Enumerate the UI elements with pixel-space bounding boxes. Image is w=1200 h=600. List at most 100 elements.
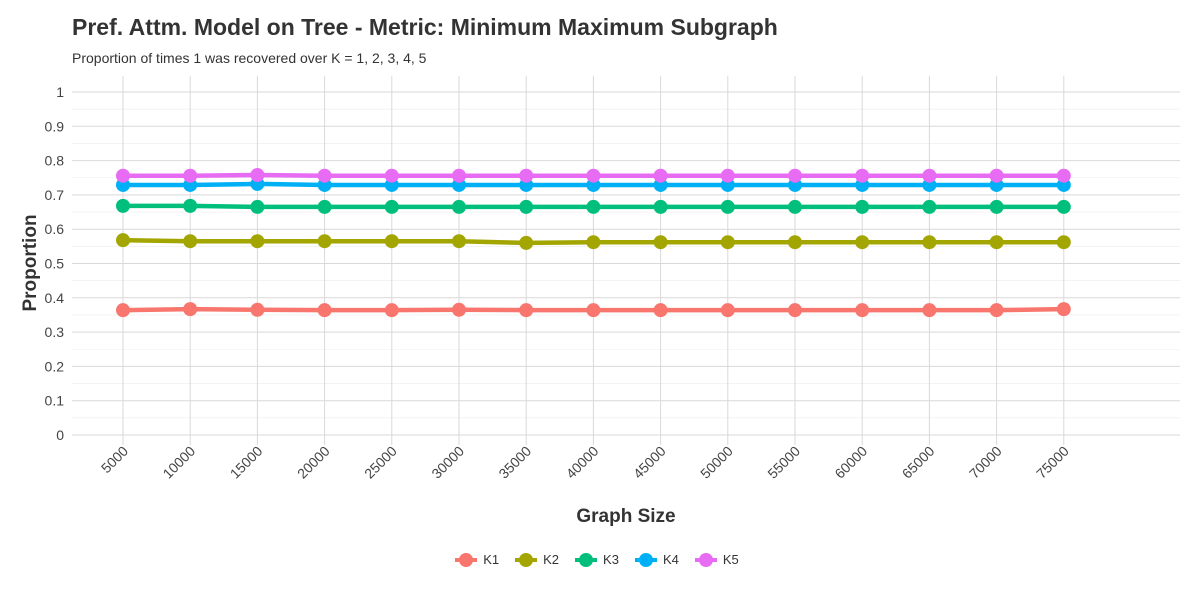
data-point-k3: [989, 199, 1004, 214]
data-point-k2: [720, 235, 735, 250]
data-point-k3: [384, 199, 399, 214]
x-tick-label: 45000: [630, 443, 669, 482]
data-point-k3: [519, 199, 534, 214]
data-point-k1: [720, 303, 735, 318]
data-point-k5: [519, 168, 534, 183]
data-point-k1: [922, 303, 937, 318]
data-point-k5: [788, 168, 802, 183]
data-point-k1: [1056, 302, 1071, 317]
data-point-k5: [653, 168, 668, 183]
data-point-k2: [452, 234, 466, 249]
x-tick-label: 60000: [831, 443, 870, 482]
x-tick-label: 30000: [428, 443, 467, 482]
legend-key-icon: [455, 552, 478, 567]
chart-subtitle: Proportion of times 1 was recovered over…: [72, 50, 427, 66]
x-tick-label: 40000: [563, 443, 602, 482]
data-point-k2: [116, 233, 130, 248]
data-point-k1: [989, 303, 1004, 318]
data-point-k1: [452, 302, 466, 317]
data-point-k2: [586, 235, 601, 250]
x-axis-title: Graph Size: [576, 506, 675, 527]
legend-label: K5: [722, 552, 739, 567]
series-points: [116, 168, 1071, 318]
legend-key-icon: [634, 552, 657, 567]
data-point-k3: [116, 198, 130, 213]
data-point-k1: [317, 303, 332, 318]
legend-item-k2: K2: [515, 552, 559, 567]
y-tick-label: 0: [56, 427, 64, 443]
legend-label: K1: [483, 552, 500, 567]
data-point-k3: [183, 198, 198, 213]
data-point-k5: [989, 168, 1004, 183]
data-point-k2: [250, 234, 265, 249]
y-axis-title: Proportion: [20, 214, 41, 311]
x-tick-label: 70000: [966, 443, 1005, 482]
data-point-k1: [653, 303, 668, 318]
x-tick-label: 10000: [159, 443, 198, 482]
data-point-k3: [586, 199, 601, 214]
x-tick-label: 50000: [697, 443, 736, 482]
data-point-k5: [384, 168, 399, 183]
data-point-k5: [250, 168, 265, 183]
data-point-k1: [183, 302, 198, 317]
chart-title: Pref. Attm. Model on Tree - Metric: Mini…: [72, 14, 778, 40]
data-point-k3: [720, 199, 735, 214]
data-point-k3: [452, 199, 466, 214]
data-point-k1: [384, 303, 399, 318]
data-point-k2: [519, 235, 534, 250]
data-point-k3: [653, 199, 668, 214]
x-tick-label: 5000: [98, 443, 131, 476]
data-point-k1: [250, 302, 265, 317]
legend-item-k3: K3: [575, 552, 619, 567]
legend-item-k1: K1: [455, 552, 499, 567]
data-point-k3: [855, 199, 870, 214]
data-point-k5: [586, 168, 601, 183]
legend-key-icon: [575, 552, 598, 567]
data-point-k2: [1056, 235, 1071, 250]
x-tick-label: 35000: [495, 443, 534, 482]
x-tick-label: 25000: [361, 443, 400, 482]
x-tick-label: 75000: [1033, 443, 1072, 482]
data-point-k5: [922, 168, 937, 183]
data-point-k1: [116, 303, 130, 318]
y-tick-label: 0.6: [45, 221, 65, 237]
y-tick-labels: 0 0.1 0.2 0.3 0.4 0.5 0.6 0.7 0.8 0.9 1: [45, 84, 65, 443]
data-point-k1: [855, 303, 870, 318]
data-point-k1: [519, 303, 534, 318]
data-point-k2: [384, 234, 399, 249]
y-tick-label: 0.9: [45, 118, 65, 134]
x-tick-label: 20000: [294, 443, 333, 482]
data-point-k5: [1056, 168, 1071, 183]
legend: K1 K2 K3 K4 K5: [0, 552, 1200, 567]
y-tick-label: 1: [56, 84, 64, 100]
data-point-k5: [855, 168, 870, 183]
data-point-k5: [317, 168, 332, 183]
data-point-k5: [720, 168, 735, 183]
data-point-k2: [922, 235, 937, 250]
data-point-k3: [788, 199, 802, 214]
legend-label: K3: [603, 552, 619, 567]
data-point-k2: [855, 235, 870, 250]
x-tick-label: 55000: [764, 443, 803, 482]
data-point-k3: [1056, 199, 1071, 214]
y-tick-label: 0.8: [45, 153, 65, 169]
x-tick-label: 15000: [227, 443, 266, 482]
y-tick-label: 0.1: [45, 393, 65, 409]
data-point-k5: [116, 168, 130, 183]
legend-key-icon: [694, 552, 717, 567]
x-tick-label: 65000: [899, 443, 938, 482]
data-point-k5: [452, 168, 466, 183]
legend-label: K2: [543, 552, 560, 567]
y-tick-label: 0.4: [45, 290, 65, 306]
data-point-k1: [586, 303, 601, 318]
y-tick-label: 0.7: [45, 187, 65, 203]
data-point-k3: [250, 199, 265, 214]
data-point-k3: [922, 199, 937, 214]
data-point-k2: [989, 235, 1004, 250]
y-tick-label: 0.5: [45, 256, 65, 272]
data-point-k2: [788, 235, 802, 250]
grid-lines: [72, 76, 1180, 445]
data-point-k5: [183, 168, 198, 183]
data-point-k2: [653, 235, 668, 250]
